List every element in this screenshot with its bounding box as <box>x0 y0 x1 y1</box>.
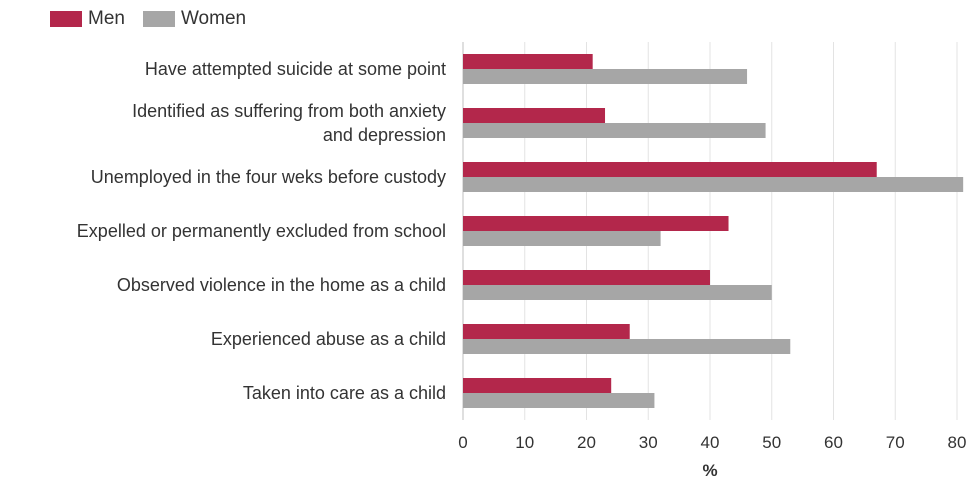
legend-swatch-women <box>142 11 175 27</box>
bar-men <box>463 378 612 393</box>
bar-women <box>463 69 748 84</box>
bar-women <box>463 339 791 354</box>
legend-label-men: Men <box>88 8 125 29</box>
x-tick-label: 50 <box>762 433 781 452</box>
x-tick-label: 40 <box>701 433 720 452</box>
bar-men <box>463 324 630 339</box>
category-label: Expelled or permanently excluded from sc… <box>77 219 446 243</box>
x-axis-title: % <box>702 461 717 480</box>
bar-men <box>463 270 710 285</box>
x-tick-label: 0 <box>458 433 467 452</box>
x-tick-label: 10 <box>515 433 534 452</box>
bar-women <box>463 285 772 300</box>
bar-women <box>463 393 655 408</box>
category-label-line: Unemployed in the four weks before custo… <box>90 167 446 187</box>
bar-men <box>463 108 606 123</box>
category-label-line: Have attempted suicide at some point <box>144 59 446 79</box>
bar-men <box>463 54 593 69</box>
bar-men <box>463 216 729 231</box>
category-label: Experienced abuse as a child <box>211 327 446 351</box>
category-label: Identified as suffering from both anxiet… <box>132 99 446 147</box>
legend: Men Women <box>50 8 264 30</box>
legend-item-men: Men <box>50 8 125 30</box>
category-label: Taken into care as a child <box>243 381 446 405</box>
x-tick-label: 20 <box>577 433 596 452</box>
bar-women <box>463 177 964 192</box>
legend-item-women: Women <box>142 8 247 30</box>
category-label-line: Taken into care as a child <box>242 383 446 403</box>
legend-swatch-men <box>50 11 82 27</box>
bar-men <box>463 162 877 177</box>
category-label: Unemployed in the four weks before custo… <box>91 165 446 189</box>
category-label-line: Observed violence in the home as a child <box>116 275 446 295</box>
bar-women <box>463 123 766 138</box>
category-label-line: and depression <box>322 125 446 145</box>
x-tick-label: 30 <box>639 433 658 452</box>
x-tick-label: 60 <box>824 433 843 452</box>
category-label: Have attempted suicide at some point <box>145 57 446 81</box>
category-label-line: Identified as suffering from both anxiet… <box>132 101 446 121</box>
x-tick-label: 80 <box>948 433 967 452</box>
category-label-line: Experienced abuse as a child <box>210 329 446 349</box>
legend-label-women: Women <box>180 8 247 29</box>
x-tick-label: 70 <box>886 433 905 452</box>
category-label: Observed violence in the home as a child <box>117 273 446 297</box>
bar-women <box>463 231 661 246</box>
category-label-line: Expelled or permanently excluded from sc… <box>76 221 446 241</box>
